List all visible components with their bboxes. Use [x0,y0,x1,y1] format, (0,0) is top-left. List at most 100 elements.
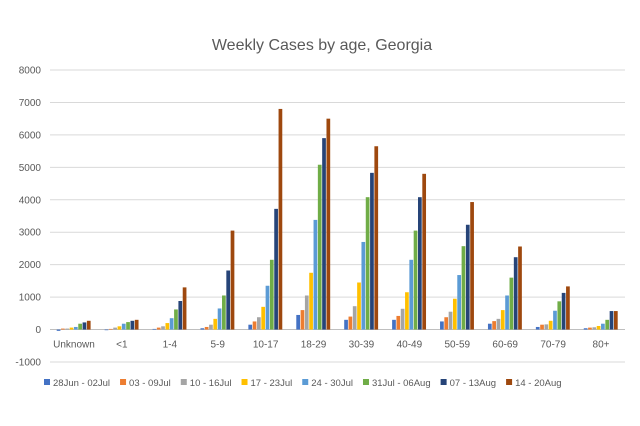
bar [588,327,592,330]
bar [557,301,562,330]
bar [86,320,91,330]
bar [209,324,213,330]
bar [174,309,178,330]
bar [317,164,322,330]
axes: -1000 0 1000 2000 3000 4000 5000 6000 7000 8000 Un… [15,66,609,369]
y-tick-label: 5000 [19,163,42,174]
y-tick-label: 3000 [19,228,42,239]
x-tick-label: 70-79 [540,340,566,351]
bar [200,328,205,330]
bar [440,321,444,330]
bar [496,318,501,330]
y-tick-label: 7000 [19,98,42,109]
bar [365,197,370,330]
bar [487,323,492,330]
y-tick-label: 8000 [19,66,42,77]
bar [457,275,462,330]
bar [548,320,553,330]
bar [226,270,231,330]
bars [56,108,618,331]
bar [130,320,135,330]
legend-label: 07 - 13Aug [450,378,496,389]
bar [601,323,605,330]
bar [348,316,353,330]
bar [553,310,557,330]
bar [452,298,457,330]
legend: 28Jun - 02Jul 03 - 09Jul 10 - 16Jul 17 - 23… [44,378,562,389]
bar [126,322,130,330]
bar [213,318,218,330]
bar [182,287,187,330]
chart-title: Weekly Cases by age, Georgia [212,37,432,54]
bar [309,272,313,330]
x-tick-label: 40-49 [397,340,423,351]
bar [161,326,165,330]
bar [252,321,257,330]
x-tick-label: <1 [116,340,128,351]
bar [544,324,549,330]
bar [257,317,261,330]
x-tick-label: 80+ [593,340,610,351]
x-tick-label: 5-9 [210,340,225,351]
y-tick-label: 2000 [19,260,42,271]
bar [217,308,222,330]
bar [278,108,283,330]
x-tick-label: 60-69 [492,340,518,351]
bar [156,327,161,330]
bar [500,310,505,330]
legend-label: 24 - 30Jul [311,378,353,389]
bar [69,327,74,330]
bar [274,208,278,330]
bar [248,324,253,330]
bar [152,328,157,330]
bar [409,259,414,330]
y-tick-label: 4000 [19,195,42,206]
bar [117,326,122,330]
bar [505,295,509,330]
bar [326,118,331,330]
bar [566,286,570,330]
bar [540,324,544,330]
gridlines [50,69,625,363]
legend-swatch [506,379,513,385]
bar [261,306,266,330]
legend-label: 03 - 09Jul [129,378,171,389]
bar [392,319,396,330]
x-tick-label: 30-39 [349,340,375,351]
bar [592,327,597,330]
bar [113,327,117,330]
legend-label: 28Jun - 02Jul [53,378,110,389]
bar [344,319,348,330]
bar [82,322,87,330]
legend-swatch [362,379,369,385]
y-tick-label: 0 [35,325,41,336]
bar [61,328,65,330]
bar [413,230,418,330]
bar [322,138,326,330]
bar [313,219,318,330]
bar [609,311,614,330]
x-tick-label: 50-59 [445,340,471,351]
bar [222,295,226,330]
bar [296,314,301,330]
bar [56,329,61,331]
bar [444,317,449,330]
bar [134,319,139,330]
legend-swatch [120,379,127,385]
legend-label: 14 - 20Aug [515,378,561,389]
bar [374,146,379,330]
legend-swatch [241,379,248,385]
bar [178,301,183,330]
bar [596,325,601,330]
bar [361,241,366,330]
bar [396,315,401,330]
bar [518,246,522,330]
bar [165,323,170,330]
bar [269,259,274,330]
bar [357,282,361,330]
legend-label: 31Jul - 06Aug [372,378,431,389]
x-tick-label: 1-4 [163,340,178,351]
bar [304,295,309,330]
bar [470,202,474,330]
